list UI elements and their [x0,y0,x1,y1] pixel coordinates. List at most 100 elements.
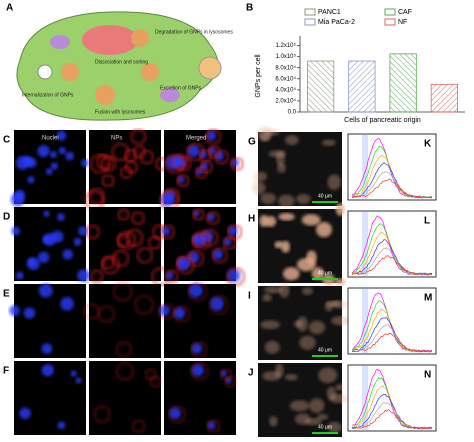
spectrum-curve [351,333,433,353]
spectrum-curve [351,178,433,199]
spectrum-curve [351,255,433,276]
y-tick-label: 2.0x10⁴ [275,98,296,105]
cell [335,203,345,216]
scale-label: 40 μm [318,193,332,199]
panel-label: I [248,291,251,302]
organelle [50,35,70,49]
np [187,250,205,267]
np [117,231,136,250]
np [219,368,232,381]
spectrum-curve [351,162,433,199]
nucleus [215,151,225,161]
nucleus [38,251,50,263]
nucleus [159,305,170,316]
cell [318,367,338,384]
np [124,149,137,162]
cell [278,194,295,208]
spectrum-box [347,287,437,355]
scale-label: 40 μm [318,424,332,430]
band [362,135,368,199]
band [362,366,368,430]
nucleus [41,343,53,354]
np [192,208,205,221]
panel-label: G [248,137,256,148]
np [168,405,186,423]
nucleus [227,269,241,283]
nucleus [169,407,181,420]
cell [264,340,280,354]
spectrum-curve [351,402,433,430]
spectrum-curve [351,317,433,353]
vesicle [37,64,53,80]
y-tick-label: 8.0x10⁴ [275,64,296,71]
micrograph [89,361,161,435]
legend-swatch [384,18,396,26]
nucleus [60,296,74,311]
micrograph [89,284,161,358]
nucleus [81,159,89,167]
np [206,211,220,225]
panel-label: B [246,3,253,14]
scale-label: 40 μm [318,347,332,353]
nucleus [188,283,203,298]
np [125,228,144,247]
bar [430,83,458,113]
np [144,368,157,381]
bar [307,60,335,113]
column-header: Merged [186,136,206,142]
y-tick-label: 6.0x10⁴ [275,75,296,82]
diagram-text: Dissociation and sorting [95,59,148,65]
np [117,208,130,221]
cell [278,212,295,221]
nucleus [228,226,238,236]
cell [326,386,337,400]
cell [260,320,280,330]
np [190,341,207,358]
nucleus [65,151,75,161]
np [199,149,212,162]
np [115,362,134,381]
micrograph [89,207,161,281]
np [90,154,110,174]
diagram-text: Internalization of GNPs [22,92,74,98]
panel-label: J [248,368,254,379]
np [136,247,153,264]
x-axis-label: Cells of pancreatic origin [344,117,421,124]
cell [335,383,344,391]
nucleus [10,192,25,207]
np [165,269,179,284]
y-tick-label: 1.2x10⁵ [275,42,296,49]
np [158,303,175,320]
np [130,128,147,145]
organelle [160,88,180,102]
np [131,211,145,225]
cell [276,151,285,167]
cell [316,222,332,238]
np [113,281,133,302]
cell [296,258,316,272]
np [211,247,228,264]
np [96,154,113,170]
vesicle [198,56,222,80]
cell [252,181,266,195]
column-header: Nuclei [42,136,59,142]
nucleus [27,176,35,184]
cell [274,241,284,249]
diagram-text: Excretion of GNPs [160,85,202,91]
cell [289,400,310,412]
np [188,281,208,302]
np [93,405,111,423]
panel-label: L [424,216,430,227]
cell [321,139,336,147]
nucleus [38,283,53,298]
micrographs: C D E F Nuclei NPs Merged G 40 μm K H 40 μm L I 40 μm M… [3,126,437,437]
nucleus [191,343,203,354]
cell [331,316,351,326]
nucleus [223,237,232,246]
np [101,174,115,188]
nucleus [177,176,185,184]
np [139,149,154,165]
spectrum-box [347,364,437,432]
chart-b: B 0.0 2.0x10⁴ 4.0x10⁴ 6.0x10⁴ 8.0x10⁴ 1.0x10⁵ 1… [246,3,465,124]
